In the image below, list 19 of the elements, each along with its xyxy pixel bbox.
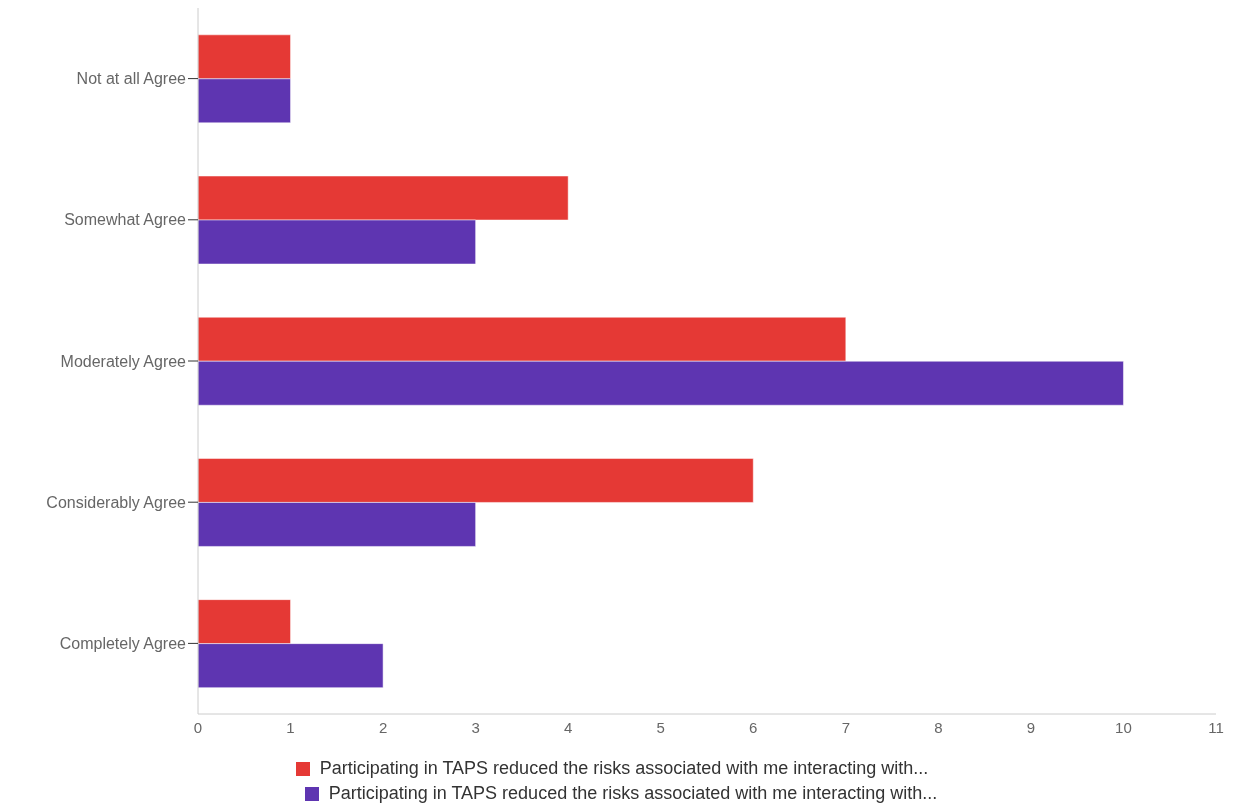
x-tick-label: 1: [286, 718, 295, 736]
x-tick-label: 4: [564, 718, 573, 736]
y-tick-label: Somewhat Agree: [64, 211, 187, 229]
x-tick-label: 10: [1115, 718, 1132, 736]
x-tick-label: 3: [471, 718, 480, 736]
y-tick-label: Not at all Agree: [76, 70, 187, 88]
x-tick-label: 8: [934, 718, 943, 736]
legend-label: Participating in TAPS reduced the risks associated with me interacting with...: [328, 783, 938, 804]
x-tick-label: 7: [841, 718, 850, 736]
x-tick-label: 0: [193, 718, 203, 736]
x-tick-label: 11: [1208, 718, 1224, 736]
x-tick-label: 2: [378, 718, 388, 736]
x-tick-label: 5: [656, 718, 665, 736]
y-tick-label: Moderately Agree: [60, 352, 187, 370]
y-tick-label: Completely Agree: [59, 635, 187, 653]
legend-label: Participating in TAPS reduced the risks associated with me interacting with...: [319, 758, 929, 779]
y-tick-label: Considerably Agree: [46, 493, 187, 511]
x-tick-label: 9: [1026, 718, 1036, 736]
x-tick-label: 6: [749, 718, 758, 736]
